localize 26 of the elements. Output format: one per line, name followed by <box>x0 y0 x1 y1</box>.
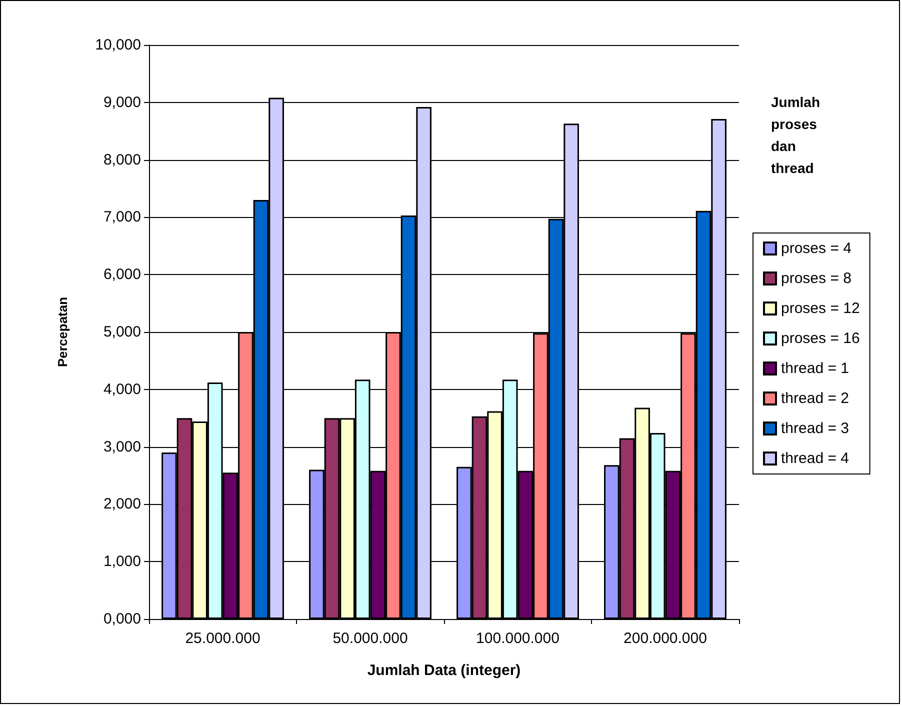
legend-label: proses = 12 <box>781 300 860 317</box>
x-tick-label: 25.000.000 <box>185 630 260 647</box>
legend-label: thread = 1 <box>781 360 849 377</box>
y-tick-label: 6,000 <box>103 266 141 284</box>
y-tick-label: 10,000 <box>95 36 141 54</box>
x-tick-label: 200.000.000 <box>624 630 707 647</box>
legend-label: thread = 2 <box>781 390 849 407</box>
legend-label: thread = 4 <box>781 450 849 467</box>
legend-label: thread = 3 <box>781 420 849 437</box>
y-tick-label: 4,000 <box>103 380 141 398</box>
legend-label: proses = 8 <box>781 270 852 287</box>
legend-label: proses = 4 <box>781 240 852 257</box>
y-tick-label: 9,000 <box>103 94 141 111</box>
x-tick-label: 50.000.000 <box>332 630 408 647</box>
legend-label: proses = 16 <box>781 330 860 347</box>
x-tick-label: 100.000.000 <box>476 630 560 647</box>
y-tick-label: 7,000 <box>103 208 141 226</box>
y-tick-label: 5,000 <box>103 324 141 340</box>
y-tick-label: 0,000 <box>103 610 141 628</box>
y-tick-label: 3,000 <box>103 438 141 456</box>
y-tick-label: 2,000 <box>103 496 141 513</box>
y-tick-label: 8,000 <box>103 151 141 168</box>
legend-title: Jumlah proses dan thread <box>771 94 824 176</box>
x-axis-title: Jumlah Data (integer) <box>367 662 521 679</box>
y-tick-label: 1,000 <box>103 553 141 570</box>
y-axis-title: Percepatan <box>55 296 70 368</box>
